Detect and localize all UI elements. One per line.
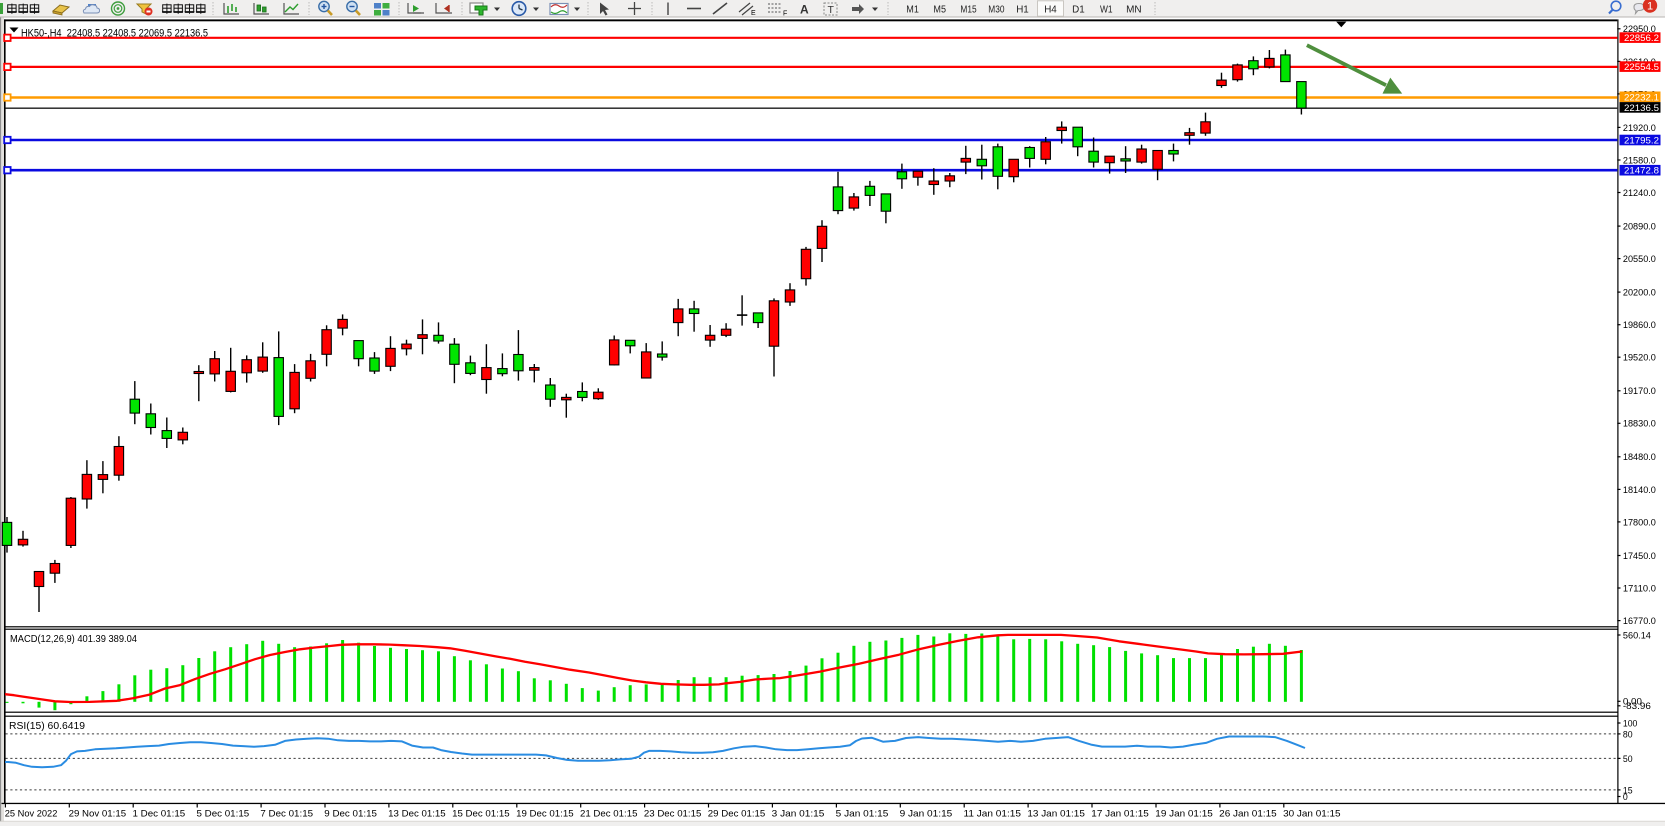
svg-text:1 Dec 01:15: 1 Dec 01:15: [133, 808, 186, 819]
svg-text:21 Dec 01:15: 21 Dec 01:15: [580, 808, 637, 819]
svg-text:25 Nov 2022: 25 Nov 2022: [5, 808, 58, 819]
svg-text:30 Jan 01:15: 30 Jan 01:15: [1283, 808, 1340, 819]
svg-text:1: 1: [1647, 1, 1653, 13]
svg-text:21920.0: 21920.0: [1623, 123, 1656, 134]
svg-text:22554.5: 22554.5: [1624, 62, 1659, 73]
svg-text:M30: M30: [988, 4, 1005, 15]
svg-text:80: 80: [1623, 729, 1633, 740]
svg-text:21472.8: 21472.8: [1624, 166, 1659, 177]
svg-text:29 Nov 01:15: 29 Nov 01:15: [69, 808, 126, 819]
svg-text:21795.2: 21795.2: [1624, 136, 1659, 147]
svg-text:5 Dec 01:15: 5 Dec 01:15: [197, 808, 250, 819]
svg-text:H1: H1: [1016, 4, 1029, 15]
svg-text:19 Jan 01:15: 19 Jan 01:15: [1155, 808, 1212, 819]
svg-text:19 Dec 01:15: 19 Dec 01:15: [516, 808, 573, 819]
svg-text:22136.5: 22136.5: [1624, 103, 1659, 114]
svg-text:22950.0: 22950.0: [1623, 24, 1656, 35]
svg-text:7 Dec 01:15: 7 Dec 01:15: [260, 808, 313, 819]
svg-text:15 Dec 01:15: 15 Dec 01:15: [452, 808, 509, 819]
svg-text:17110.0: 17110.0: [1623, 583, 1656, 594]
svg-text:560.14: 560.14: [1623, 630, 1651, 641]
svg-text:W1: W1: [1100, 4, 1113, 15]
svg-text:19170.0: 19170.0: [1623, 386, 1656, 397]
svg-text:A: A: [800, 3, 809, 17]
svg-text:21240.0: 21240.0: [1623, 188, 1656, 199]
svg-text:16770.0: 16770.0: [1623, 616, 1656, 627]
svg-text:22856.2: 22856.2: [1624, 33, 1659, 44]
svg-text:11 Jan 01:15: 11 Jan 01:15: [964, 808, 1021, 819]
svg-text:13 Dec 01:15: 13 Dec 01:15: [388, 808, 445, 819]
svg-text:M1: M1: [906, 4, 919, 15]
svg-text:19520.0: 19520.0: [1623, 353, 1656, 364]
svg-text:-83.96: -83.96: [1623, 701, 1651, 712]
svg-text:17450.0: 17450.0: [1623, 551, 1656, 562]
svg-text:9 Jan 01:15: 9 Jan 01:15: [900, 808, 953, 819]
svg-text:D1: D1: [1072, 4, 1085, 15]
svg-text:H4: H4: [1044, 4, 1057, 15]
svg-text:17800.0: 17800.0: [1623, 517, 1656, 528]
svg-text:18830.0: 18830.0: [1623, 419, 1656, 430]
svg-text:29 Dec 01:15: 29 Dec 01:15: [708, 808, 765, 819]
svg-text:T: T: [828, 4, 835, 16]
svg-text:26 Jan 01:15: 26 Jan 01:15: [1219, 808, 1276, 819]
svg-text:100: 100: [1623, 718, 1638, 729]
svg-text:M5: M5: [933, 4, 946, 15]
svg-text:MACD(12,26,9) 401.39 389.04: MACD(12,26,9) 401.39 389.04: [10, 634, 137, 645]
svg-text:20200.0: 20200.0: [1623, 288, 1656, 299]
svg-text:RSI(15) 60.6419: RSI(15) 60.6419: [9, 721, 85, 732]
svg-text:17 Jan 01:15: 17 Jan 01:15: [1091, 808, 1148, 819]
svg-text:MN: MN: [1126, 4, 1142, 15]
svg-text:M15: M15: [960, 4, 977, 15]
svg-text:50: 50: [1623, 754, 1633, 765]
svg-text:13 Jan 01:15: 13 Jan 01:15: [1027, 808, 1084, 819]
svg-text:19860.0: 19860.0: [1623, 320, 1656, 331]
svg-text:F: F: [783, 11, 787, 18]
svg-text:E: E: [751, 10, 756, 17]
svg-text:18480.0: 18480.0: [1623, 452, 1656, 463]
svg-text:21580.0: 21580.0: [1623, 155, 1656, 166]
svg-text:9 Dec 01:15: 9 Dec 01:15: [324, 808, 377, 819]
svg-text:0.00: 0.00: [1623, 697, 1642, 708]
svg-text:HK50-,H4 22408.5 22408.5 2206: HK50-,H4 22408.5 22408.5 22069.5 22136.5: [21, 27, 208, 39]
svg-text:3 Jan 01:15: 3 Jan 01:15: [772, 808, 825, 819]
svg-text:20550.0: 20550.0: [1623, 254, 1656, 265]
svg-text:15: 15: [1623, 785, 1633, 796]
svg-text:22232.1: 22232.1: [1624, 92, 1659, 103]
svg-text:23 Dec 01:15: 23 Dec 01:15: [644, 808, 701, 819]
svg-text:5 Jan 01:15: 5 Jan 01:15: [836, 808, 889, 819]
svg-text:20890.0: 20890.0: [1623, 222, 1656, 233]
svg-text:0: 0: [1623, 792, 1628, 803]
svg-text:18140.0: 18140.0: [1623, 485, 1656, 496]
